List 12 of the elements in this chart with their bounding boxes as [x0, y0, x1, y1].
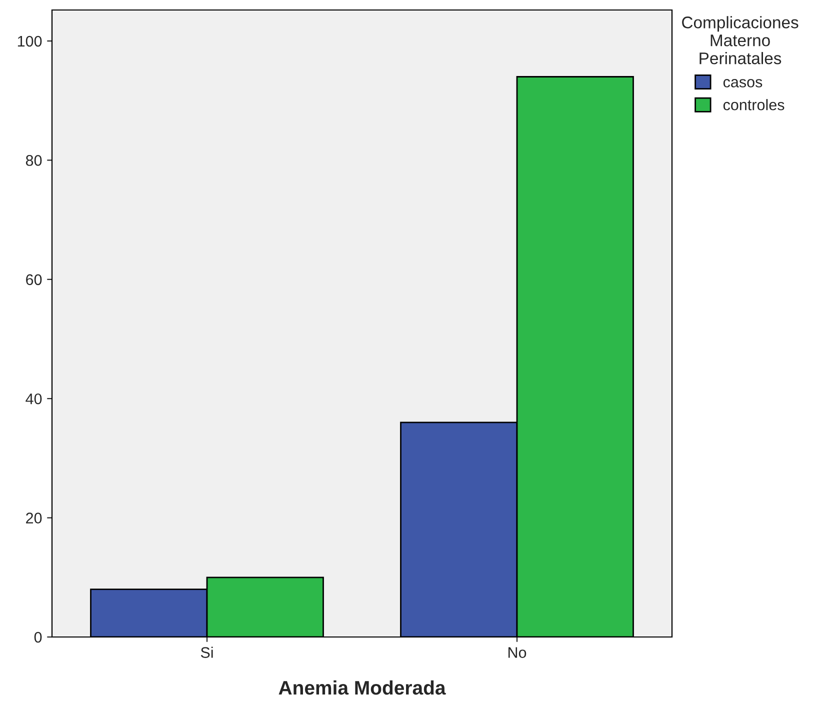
y-tick-label: 0	[34, 632, 42, 643]
y-tick-label: 20	[26, 512, 42, 524]
x-tick-label: Si	[200, 646, 213, 658]
legend-label: casos	[723, 79, 762, 88]
y-tick-label: 100	[18, 36, 42, 47]
y-tick-label: 80	[26, 155, 42, 166]
legend-title: Complicaciones Materno Perinatales	[682, 16, 798, 64]
x-tick-label: No	[508, 647, 526, 658]
legend-label: controles	[723, 99, 784, 110]
y-tick-label: 60	[26, 274, 42, 286]
y-tick-label: 40	[26, 393, 42, 404]
x-axis-title: Anemia Moderada	[278, 680, 446, 695]
